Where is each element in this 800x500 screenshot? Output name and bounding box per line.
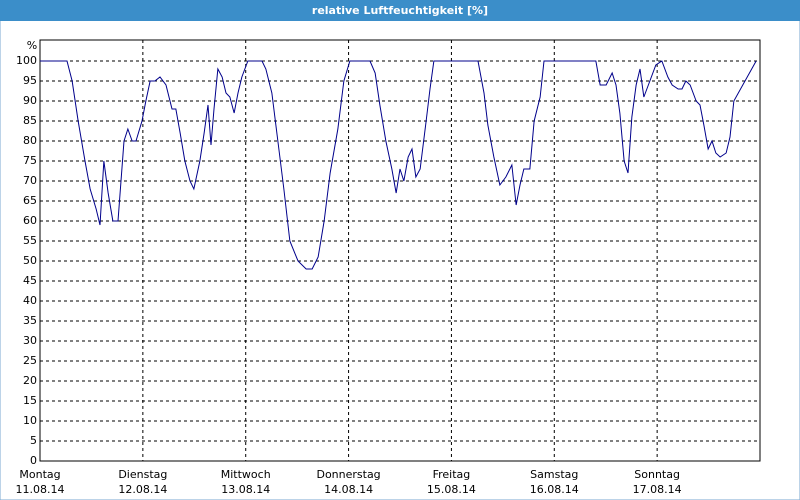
y-tick-label: 5 [30,434,37,447]
x-tick-label: Mittwoch [221,468,271,481]
y-tick-label: 70 [23,174,37,187]
y-tick-label: 60 [23,214,37,227]
y-tick-label: 90 [23,94,37,107]
title-bar [0,0,800,21]
y-tick-label: 20 [23,374,37,387]
y-tick-label: 75 [23,154,37,167]
y-tick-label: 10 [23,414,37,427]
x-tick-sublabel: 14.08.14 [324,483,373,496]
x-tick-sublabel: 12.08.14 [118,483,167,496]
y-tick-label: 45 [23,274,37,287]
y-tick-label: 30 [23,334,37,347]
x-tick-label: Sonntag [634,468,680,481]
line [40,60,757,270]
x-tick-label: Donnerstag [316,468,380,481]
y-tick-label: 80 [23,134,37,147]
y-axis-label: % [27,39,37,52]
x-tick-label: Dienstag [118,468,167,481]
x-tick-label: Samstag [530,468,578,481]
y-tick-label: 55 [23,234,37,247]
x-tick-sublabel: 16.08.14 [530,483,579,496]
x-tick-sublabel: 17.08.14 [633,483,682,496]
y-tick-label: 25 [23,354,37,367]
y-tick-label: 35 [23,314,37,327]
y-tick-label: 100 [16,54,37,67]
y-tick-label: 50 [23,254,37,267]
y-tick-label: 95 [23,74,37,87]
y-tick-label: 40 [23,294,37,307]
chart-title: relative Luftfeuchtigkeit [%] [312,4,488,17]
x-tick-label: Freitag [433,468,471,481]
x-tick-sublabel: 15.08.14 [427,483,476,496]
x-tick-label: Montag [19,468,60,481]
y-tick-label: 0 [30,454,37,467]
y-tick-label: 85 [23,114,37,127]
y-tick-label: 15 [23,394,37,407]
y-tick-label: 65 [23,194,37,207]
x-tick-sublabel: 13.08.14 [221,483,270,496]
x-tick-sublabel: 11.08.14 [16,483,65,496]
